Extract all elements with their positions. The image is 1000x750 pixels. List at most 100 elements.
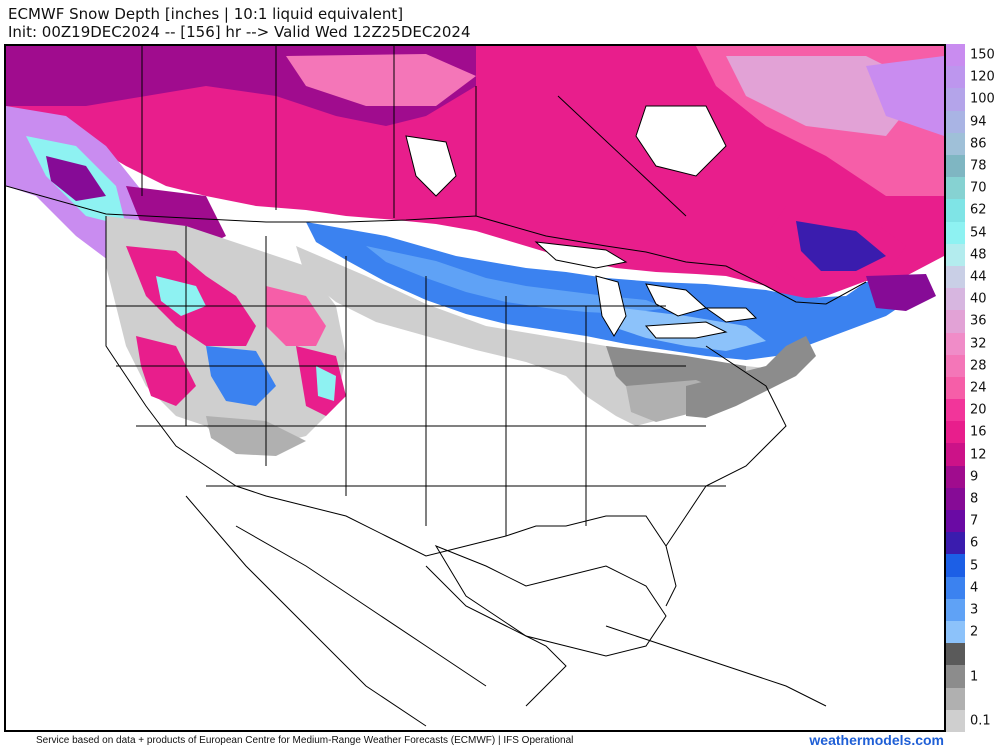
legend-swatch <box>946 288 965 311</box>
legend-label: 54 <box>970 225 987 241</box>
legend-swatch <box>946 310 965 333</box>
northeast-snow <box>686 336 816 418</box>
legend-swatch <box>946 265 965 289</box>
legend-swatch <box>946 154 965 178</box>
legend-swatch <box>946 199 965 222</box>
color-legend: 150 120 100 94 86 78 70 62 54 48 44 40 36 32 28 24 20 16 1… <box>946 44 1000 732</box>
legend-entry <box>946 643 1000 666</box>
legend-entry: 1 <box>946 665 1000 688</box>
legend-label: 62 <box>970 202 987 218</box>
legend-entry: 4 <box>946 576 1000 599</box>
legend-swatch <box>946 66 965 89</box>
legend-entry: 48 <box>946 243 1000 266</box>
legend-label: 44 <box>970 269 987 285</box>
legend-label: 9 <box>970 469 979 485</box>
legend-label: 7 <box>970 513 979 529</box>
gulf-coast <box>434 544 667 657</box>
legend-swatch <box>946 554 965 577</box>
legend-entry <box>946 687 1000 710</box>
legend-entry: 44 <box>946 265 1000 289</box>
legend-entry: 12 <box>946 443 1000 466</box>
legend-label: 24 <box>970 380 987 396</box>
legend-label: 8 <box>970 491 979 507</box>
legend-entry: 150 <box>946 44 1000 67</box>
legend-label: 6 <box>970 535 979 551</box>
legend-entry: 54 <box>946 221 1000 244</box>
legend-swatch <box>946 110 965 133</box>
legend-entry: 40 <box>946 288 1000 311</box>
legend-entry: 16 <box>946 421 1000 444</box>
legend-label: 150 <box>970 47 995 63</box>
legend-label: 120 <box>970 69 995 85</box>
legend-swatch <box>946 687 965 710</box>
legend-entry: 70 <box>946 177 1000 200</box>
snow-depth-map <box>4 44 946 732</box>
legend-entry: 6 <box>946 532 1000 555</box>
legend-label: 2 <box>970 624 979 640</box>
legend-label: 12 <box>970 447 987 463</box>
legend-label: 32 <box>970 336 987 352</box>
legend-label: 78 <box>970 158 987 174</box>
legend-swatch <box>946 421 965 444</box>
legend-swatch <box>946 443 965 466</box>
legend-swatch <box>946 621 965 644</box>
legend-swatch <box>946 332 965 355</box>
legend-label: 36 <box>970 313 987 329</box>
legend-swatch <box>946 598 965 622</box>
legend-label: 48 <box>970 247 987 263</box>
legend-label: 3 <box>970 602 979 618</box>
legend-swatch <box>946 709 965 732</box>
legend-label: 100 <box>970 91 995 107</box>
legend-entry: 24 <box>946 376 1000 400</box>
legend-label: 94 <box>970 114 987 130</box>
legend-entry: 0.1 <box>946 709 1000 732</box>
legend-entry: 3 <box>946 598 1000 622</box>
legend-label: 5 <box>970 558 979 574</box>
legend-swatch <box>946 643 965 666</box>
legend-entry: 5 <box>946 554 1000 577</box>
legend-entry: 86 <box>946 132 1000 155</box>
legend-swatch <box>946 177 965 200</box>
legend-label: 28 <box>970 358 987 374</box>
legend-entry: 36 <box>946 310 1000 333</box>
legend-entry: 20 <box>946 399 1000 422</box>
legend-entry: 7 <box>946 510 1000 533</box>
legend-label: 1 <box>970 669 979 684</box>
legend-swatch <box>946 465 965 488</box>
legend-label: 86 <box>970 136 987 152</box>
legend-swatch <box>946 665 965 688</box>
legend-swatch <box>946 88 965 111</box>
legend-swatch <box>946 243 965 266</box>
legend-entry: 62 <box>946 199 1000 222</box>
legend-label: 4 <box>970 580 979 596</box>
legend-label: 40 <box>970 291 987 307</box>
legend-label: 20 <box>970 402 987 418</box>
legend-entry: 2 <box>946 621 1000 644</box>
western-mountain-snow <box>106 216 346 456</box>
legend-swatch <box>946 532 965 555</box>
legend-swatch <box>946 132 965 155</box>
data-credit: Service based on data + products of Euro… <box>36 735 574 746</box>
legend-swatch <box>946 487 965 511</box>
political-borders <box>6 46 867 727</box>
legend-swatch <box>946 399 965 422</box>
legend-entry: 32 <box>946 332 1000 355</box>
legend-entry: 120 <box>946 66 1000 89</box>
legend-entry: 100 <box>946 88 1000 111</box>
legend-entry: 8 <box>946 487 1000 511</box>
legend-swatch <box>946 510 965 533</box>
legend-swatch <box>946 576 965 599</box>
legend-entry: 94 <box>946 110 1000 133</box>
lakes <box>405 105 758 339</box>
legend-label: 0.1 <box>970 713 991 729</box>
legend-swatch <box>946 376 965 400</box>
legend-entry: 28 <box>946 354 1000 377</box>
legend-swatch <box>946 354 965 377</box>
legend-entry: 78 <box>946 154 1000 178</box>
brand-link[interactable]: weathermodels.com <box>809 732 944 748</box>
map-title: ECMWF Snow Depth [inches | 10:1 liquid e… <box>8 5 404 23</box>
legend-label: 70 <box>970 180 987 196</box>
legend-swatch <box>946 221 965 244</box>
legend-swatch <box>946 44 965 67</box>
legend-entry: 9 <box>946 465 1000 488</box>
